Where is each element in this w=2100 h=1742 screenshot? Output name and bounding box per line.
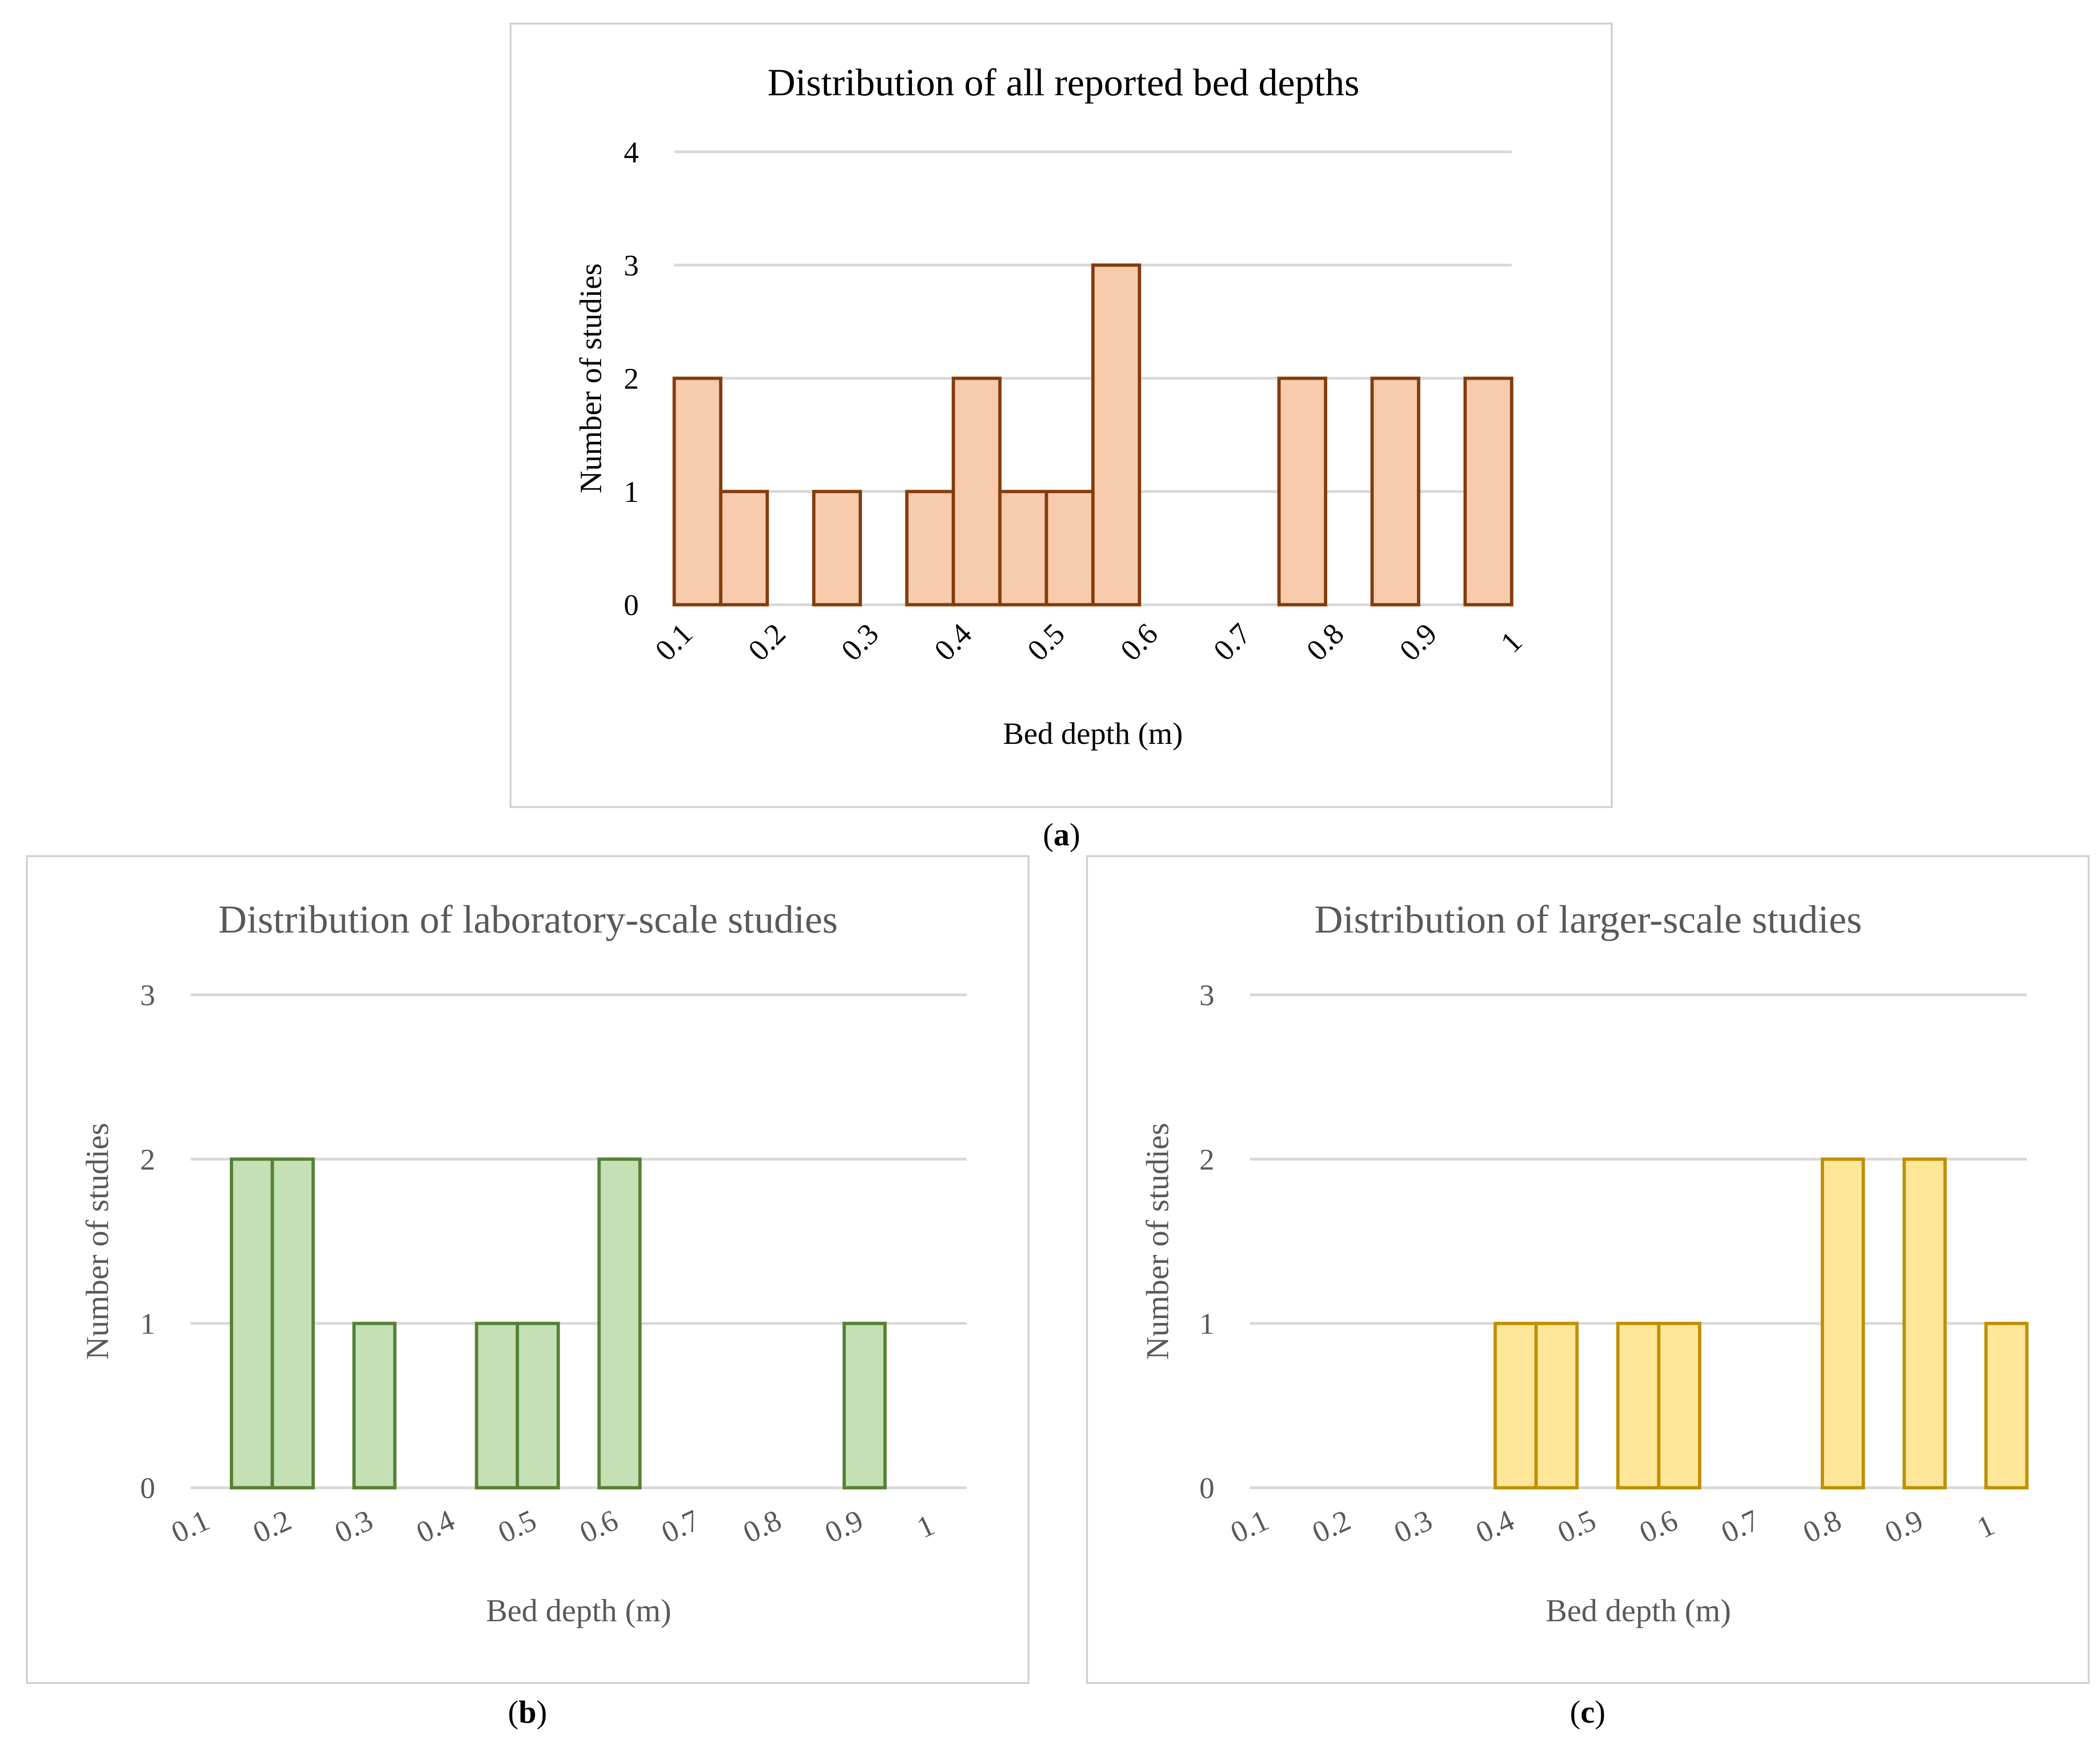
chart-panel-a: Distribution of all reported bed depths 0… — [510, 23, 1613, 808]
chart-a-y-tick-label: 2 — [624, 362, 639, 395]
chart-a-bar — [952, 376, 1002, 607]
chart-a-y-tick-label: 4 — [624, 135, 639, 169]
chart-c-x-tick-label: 0.9 — [1880, 1503, 1928, 1550]
chart-c-x-tick-label: 0.1 — [1225, 1503, 1274, 1550]
chart-a-x-tick-label: 0.3 — [835, 617, 885, 667]
chart-c-bar — [1821, 1157, 1865, 1490]
chart-b-x-tick-label: 0.7 — [656, 1503, 705, 1550]
chart-b-x-tick-label: 1 — [912, 1508, 939, 1545]
chart-a-bar — [998, 490, 1048, 607]
chart-b-y-tick-label: 1 — [140, 1307, 155, 1341]
chart-a-x-tick-label: 0.6 — [1114, 617, 1164, 667]
chart-c-bar — [1902, 1157, 1947, 1490]
chart-b-x-tick-label: 0.4 — [411, 1503, 460, 1550]
caption-a-letter: a — [1054, 817, 1070, 852]
chart-b-bar — [597, 1157, 642, 1490]
chart-a-bar — [1277, 376, 1328, 607]
chart-b-bar — [352, 1322, 397, 1490]
chart-c-bar — [1493, 1322, 1538, 1490]
chart-c-x-tick-label: 1 — [1972, 1508, 2000, 1545]
chart-c-x-axis-label: Bed depth (m) — [1546, 1592, 1731, 1628]
chart-a-bar — [672, 376, 723, 607]
chart-a-x-tick-label: 0.1 — [649, 617, 699, 667]
chart-a-y-tick-label: 3 — [624, 249, 639, 282]
chart-c-y-tick-label: 2 — [1199, 1142, 1214, 1176]
chart-a-x-tick-label: 0.2 — [742, 617, 792, 667]
caption-c-open: ( — [1570, 1694, 1581, 1730]
caption-b-close: ) — [536, 1694, 547, 1730]
chart-a-bar — [719, 490, 769, 607]
chart-c-x-tick-label: 0.6 — [1634, 1503, 1683, 1550]
chart-b-x-axis-label: Bed depth (m) — [486, 1592, 671, 1628]
chart-b-bar — [842, 1322, 887, 1490]
chart-a-y-axis-label: Number of studies — [574, 263, 608, 493]
chart-c-x-tick-label: 0.4 — [1471, 1503, 1519, 1550]
chart-b-svg: Distribution of laboratory-scale studies… — [79, 898, 967, 1628]
chart-c-bar — [1657, 1322, 1702, 1490]
chart-b-bar — [516, 1322, 560, 1490]
chart-c-svg: Distribution of larger-scale studies 0 1 2 3… — [1139, 898, 2029, 1628]
chart-b-x-tick-label: 0.3 — [329, 1503, 378, 1550]
chart-c-y-axis-label: Number of studies — [1139, 1123, 1175, 1359]
chart-a-bar — [1045, 490, 1095, 607]
caption-a: (a) — [967, 816, 1156, 853]
chart-c-x-tick-label: 0.7 — [1716, 1503, 1765, 1550]
caption-a-open: ( — [1043, 817, 1054, 852]
caption-b-open: ( — [508, 1694, 519, 1730]
chart-a-x-tick-label: 0.7 — [1207, 617, 1257, 667]
chart-a-title: Distribution of all reported bed depths — [768, 61, 1360, 104]
chart-a-bar — [1463, 376, 1514, 607]
chart-b-y-tick-label: 2 — [140, 1142, 155, 1176]
chart-c-y-tick-label: 3 — [1199, 978, 1214, 1012]
chart-c-bar — [1616, 1322, 1661, 1490]
caption-b: (b) — [433, 1693, 622, 1731]
chart-b-bar — [230, 1157, 274, 1490]
chart-b-y-axis-label: Number of studies — [79, 1123, 115, 1359]
chart-a-x-tick-label: 0.5 — [1021, 617, 1071, 667]
chart-panel-b: Distribution of laboratory-scale studies… — [26, 855, 1029, 1684]
chart-a-x-tick-label: 0.4 — [928, 617, 978, 667]
caption-a-close: ) — [1070, 817, 1080, 852]
chart-c-y-tick-label: 0 — [1199, 1471, 1214, 1505]
chart-panel-c: Distribution of larger-scale studies 0 1 2 3… — [1086, 855, 2090, 1684]
chart-a-bar — [812, 490, 862, 607]
chart-c-y-tick-label: 1 — [1199, 1307, 1214, 1341]
chart-c-x-tick-label: 0.5 — [1553, 1503, 1601, 1550]
chart-b-x-tick-label: 0.5 — [493, 1503, 542, 1550]
chart-c-x-tick-label: 0.8 — [1798, 1503, 1847, 1550]
chart-b-bar — [270, 1157, 315, 1490]
chart-b-x-tick-label: 0.6 — [575, 1503, 623, 1550]
chart-b-x-tick-label: 0.1 — [166, 1503, 215, 1550]
chart-a-bar — [1370, 376, 1421, 607]
chart-b-y-tick-label: 3 — [140, 978, 155, 1012]
chart-a-x-axis-label: Bed depth (m) — [1003, 717, 1183, 751]
chart-a-x-tick-label: 0.9 — [1393, 617, 1443, 667]
chart-a-bar — [905, 490, 955, 607]
chart-b-bar — [475, 1322, 519, 1490]
chart-a-x-tick-label: 0.8 — [1300, 617, 1350, 667]
chart-b-title: Distribution of laboratory-scale studies — [218, 898, 837, 942]
chart-b-y-tick-label: 0 — [140, 1471, 155, 1505]
caption-c-close: ) — [1595, 1694, 1606, 1730]
chart-b-x-tick-label: 0.9 — [820, 1503, 868, 1550]
caption-c-letter: c — [1580, 1694, 1595, 1730]
chart-c-bar — [1534, 1322, 1579, 1490]
chart-c-x-tick-label: 0.2 — [1307, 1503, 1355, 1550]
caption-c: (c) — [1493, 1693, 1682, 1731]
chart-b-x-tick-label: 0.2 — [248, 1503, 296, 1550]
chart-c-title: Distribution of larger-scale studies — [1314, 898, 1862, 942]
chart-a-bar — [1091, 263, 1141, 607]
chart-a-y-tick-label: 0 — [624, 588, 639, 622]
chart-a-svg: Distribution of all reported bed depths 0… — [574, 61, 1529, 751]
caption-b-letter: b — [519, 1694, 536, 1730]
chart-a-x-tick-label: 1 — [1494, 625, 1529, 659]
chart-b-x-tick-label: 0.8 — [738, 1503, 786, 1550]
chart-c-x-tick-label: 0.3 — [1389, 1503, 1438, 1550]
chart-c-bar — [1984, 1322, 2029, 1490]
chart-a-y-tick-label: 1 — [624, 475, 639, 508]
